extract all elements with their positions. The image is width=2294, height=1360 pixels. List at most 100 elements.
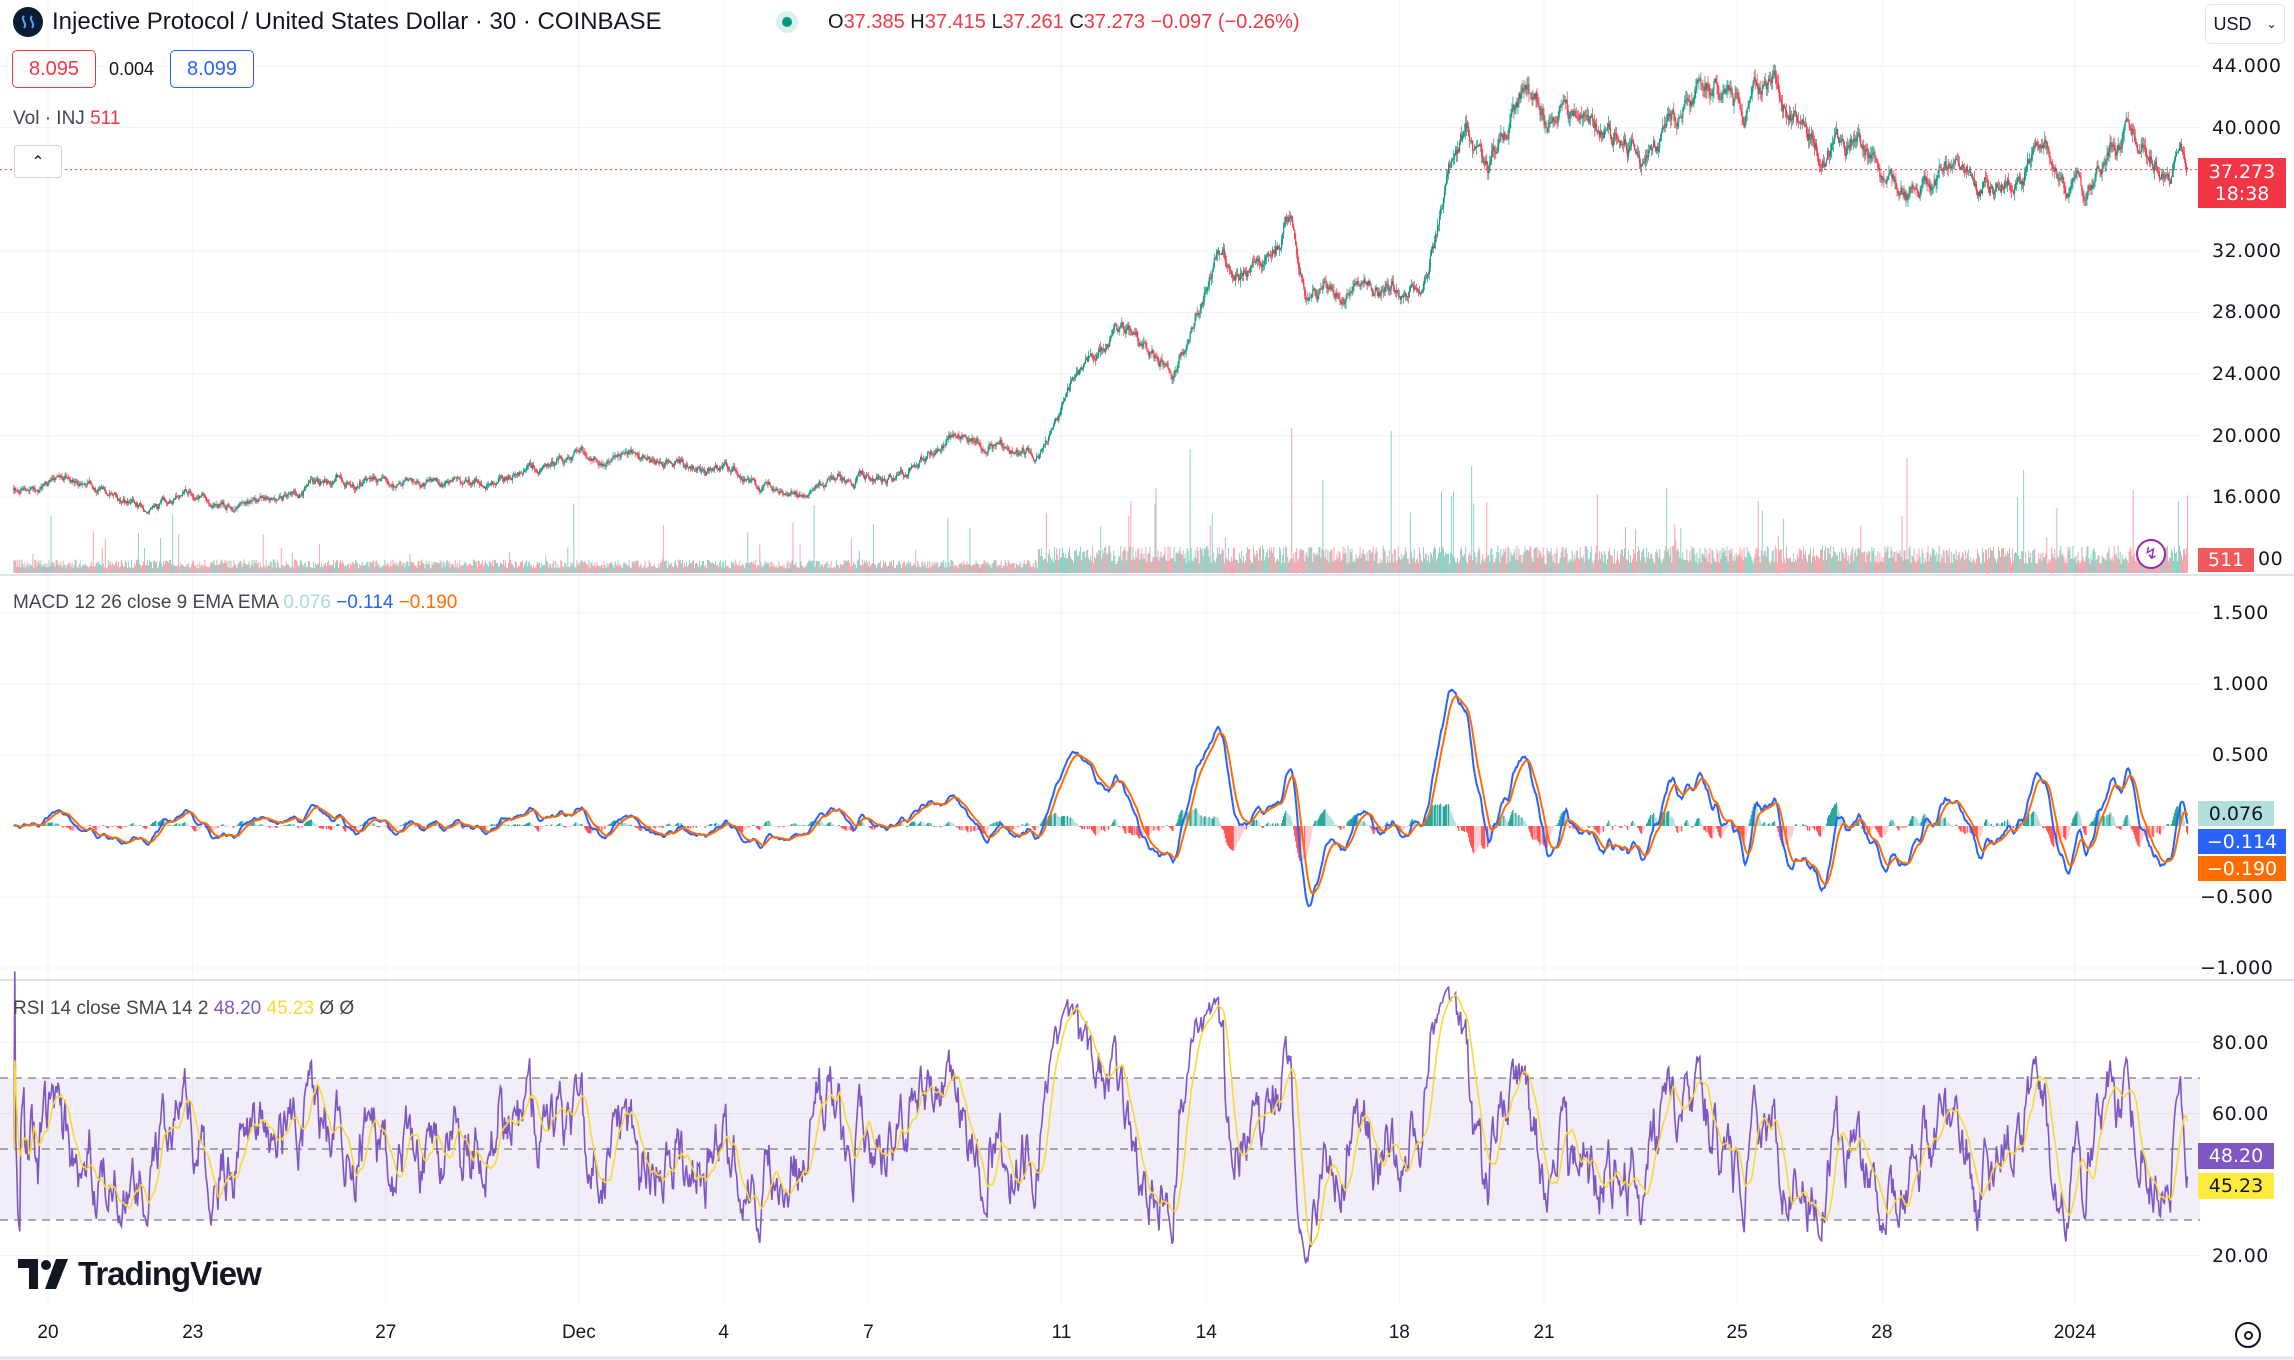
volume-bar [1646,547,1648,573]
volume-bar [1478,547,1480,573]
candle [356,486,358,491]
candle [731,466,733,475]
candle [935,448,937,455]
candle-body [127,502,130,504]
volume-bar [1556,547,1558,573]
candle-body [949,435,951,438]
volume-bar [792,522,794,573]
candle-body [375,477,377,480]
volume-bar [1013,562,1015,573]
candle-body [404,480,406,482]
candle-body [428,479,430,481]
candle-body [593,456,595,460]
candle-body [282,496,284,500]
candle-body [70,482,72,483]
candle-body [179,495,181,499]
candle-body [283,494,285,497]
candle-body [693,468,696,470]
volume-bar [2093,548,2095,573]
candle [788,492,790,497]
volume-bar [791,559,793,573]
candle [40,484,42,491]
volume-bar [1142,559,1144,573]
volume-bar [434,562,436,573]
candle [899,466,902,475]
candle [173,498,175,505]
candle [470,482,472,488]
candle [115,492,117,498]
volume-bar [1567,562,1569,573]
volume-bar [1430,553,1432,573]
candle-body [87,482,89,484]
volume-bar [297,565,299,573]
volume-bar [965,564,967,573]
candle [911,463,913,470]
volume-bar [1360,558,1362,573]
volume-bar [1827,548,1829,573]
candle-body [380,478,382,481]
candle-body [749,481,751,483]
candle [182,489,184,497]
candle [931,450,933,456]
candle-body [221,502,223,505]
volume-bar [1520,554,1522,573]
candle-body [858,470,860,474]
volume-bar [963,560,965,573]
volume-bar [491,560,493,573]
candle-body [348,482,350,484]
candle-body [501,475,504,479]
volume-bar [1958,552,1960,573]
candle [394,485,396,488]
volume-bar [1483,559,1485,573]
volume-bar [1286,547,1288,573]
volume-bar [148,565,150,573]
volume-bar [913,563,915,573]
volume-bar [1938,545,1940,573]
candle [245,501,247,506]
candle-body [515,474,518,476]
volume-bar [454,559,456,573]
candle-body [910,467,912,469]
candle-body [815,484,817,489]
candle-body [877,476,880,479]
candle-body [437,481,439,483]
volume-bar [422,562,424,573]
candle [514,471,517,479]
candle-body [305,484,307,487]
volume-bar [883,560,885,573]
candle [495,481,498,487]
volume-bar [82,564,84,573]
candle [818,479,820,490]
volume-bar [738,565,740,573]
volume-bar [1138,548,1140,573]
volume-bar [373,559,375,573]
candle [580,445,582,453]
volume-bar [1313,552,1315,573]
volume-bar [1143,553,1145,573]
candle-body [22,488,24,490]
candle-body [779,491,781,494]
volume-bar [2086,546,2088,573]
volume-bar [812,560,814,573]
candle-body [489,484,491,486]
volume-bar [678,560,680,573]
candle-body [942,446,944,448]
candle [347,480,349,485]
volume-bar [1909,545,1911,573]
volume-bar [152,568,154,573]
volume-bar [253,560,255,573]
candle-body [691,465,694,469]
volume-bar [456,562,458,573]
candle [107,494,109,497]
volume-bar [157,567,159,573]
volume-bar [1125,550,1127,573]
candle [680,456,683,463]
volume-bar [762,564,764,573]
volume-bar [820,564,822,573]
candle [229,506,231,510]
volume-bar [1103,553,1105,573]
volume-bar [1956,560,1958,573]
candle-body [298,495,300,499]
volume-bar [1824,549,1826,573]
